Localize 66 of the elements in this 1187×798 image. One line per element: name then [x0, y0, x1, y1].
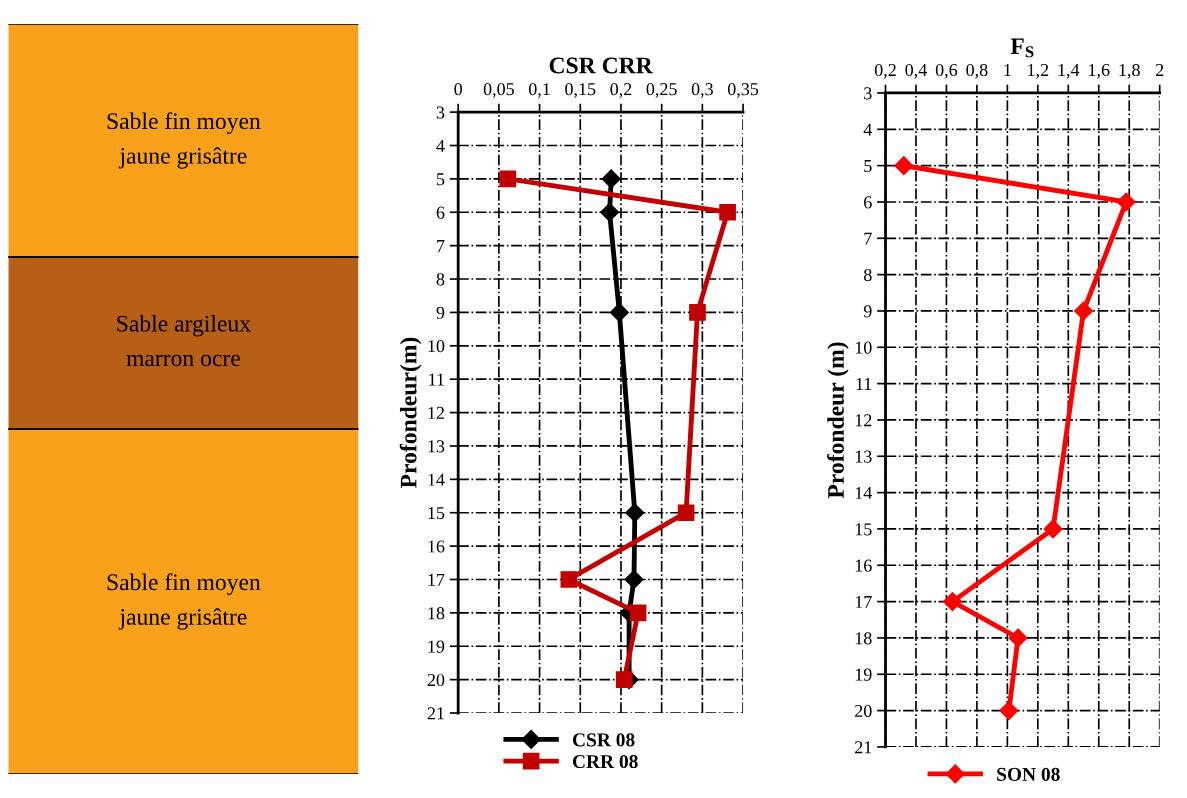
y-tick-label: 9	[863, 305, 872, 318]
y-tick-label: 5	[437, 173, 445, 186]
y-axis-title: Profondeur(m)	[399, 337, 422, 489]
x-tick-label: 1,4	[1058, 64, 1080, 79]
y-tick-label: 17	[855, 595, 872, 608]
y-tick-label: 13	[855, 450, 872, 463]
x-tick-label: 0	[454, 83, 463, 96]
y-tick-label: 14	[855, 486, 873, 499]
legend-label: CSR 08	[572, 733, 635, 747]
y-tick-label: 5	[864, 160, 872, 173]
y-tick-label: 9	[436, 306, 445, 319]
y-tick-label: 17	[428, 573, 445, 586]
y-tick-label: 10	[428, 340, 445, 353]
y-tick-label: 3	[436, 106, 445, 119]
x-tick-label: 0,4	[905, 63, 927, 79]
y-tick-label: 13	[428, 440, 445, 453]
x-tick-label: 0,3	[691, 83, 713, 98]
y-tick-label: 7	[437, 240, 445, 252]
y-tick-label: 8	[863, 268, 872, 282]
y-tick-label: 18	[428, 607, 445, 620]
y-tick-label: 12	[428, 406, 444, 419]
y-tick-label: 15	[428, 507, 445, 520]
y-tick-label: 8	[436, 273, 445, 286]
x-tick-label: 0,25	[646, 83, 677, 98]
y-tick-label: 19	[428, 640, 445, 653]
x-tick-label: 1,2	[1028, 63, 1049, 79]
x-tick-label: 0,35	[727, 83, 759, 98]
y-tick-label: 19	[855, 668, 872, 681]
y-tick-label: 16	[855, 559, 872, 572]
y-tick-label: 12	[855, 414, 872, 427]
y-tick-label: 3	[864, 87, 872, 100]
y-tick-label: 7	[864, 232, 872, 245]
x-tick-label: 0,6	[935, 63, 958, 79]
y-tick-label: 21	[427, 707, 444, 720]
y-tick-label: 15	[855, 523, 872, 536]
x-tick-label: 0,2	[610, 83, 632, 98]
legend-label: CRR 08	[572, 754, 638, 769]
category-label: Sable fin moyen jaune grisâtre	[107, 112, 261, 169]
x-tick-label: 1,8	[1119, 63, 1140, 79]
y-tick-label: 4	[863, 123, 873, 136]
y-tick-label: 6	[864, 196, 872, 209]
category-label: Sable argileux marron ocre	[117, 314, 251, 367]
y-tick-label: 14	[428, 473, 445, 486]
y-tick-label: 11	[429, 373, 444, 386]
y-tick-label: 18	[855, 632, 872, 645]
x-tick-label: 0,05	[483, 83, 514, 98]
legend-label: SON 08	[997, 767, 1060, 781]
y-tick-label: 16	[428, 540, 445, 553]
category-label: Sable fin moyen jaune grisâtre	[107, 573, 261, 630]
y-tick-label: 6	[436, 206, 445, 219]
y-axis-title: Profondeur (m)	[827, 342, 849, 499]
x-tick-label: 0,8	[966, 63, 988, 79]
chart-title: CSR CRR	[549, 57, 653, 74]
y-tick-label: 10	[855, 341, 872, 354]
y-tick-label: 21	[855, 741, 872, 754]
x-tick-label: 0,15	[565, 83, 596, 98]
chart-title: F$_{S}$	[1010, 38, 1034, 58]
x-tick-label: 0,1	[528, 83, 550, 98]
x-tick-label: 1,6	[1089, 63, 1110, 79]
x-tick-label: 2	[1155, 63, 1164, 76]
x-tick-label: 0,2	[874, 63, 896, 79]
y-tick-label: 4	[436, 139, 445, 152]
y-tick-label: 20	[427, 673, 445, 687]
y-tick-label: 11	[856, 377, 872, 390]
y-tick-label: 20	[855, 704, 872, 718]
x-tick-label: 1	[1004, 64, 1011, 76]
